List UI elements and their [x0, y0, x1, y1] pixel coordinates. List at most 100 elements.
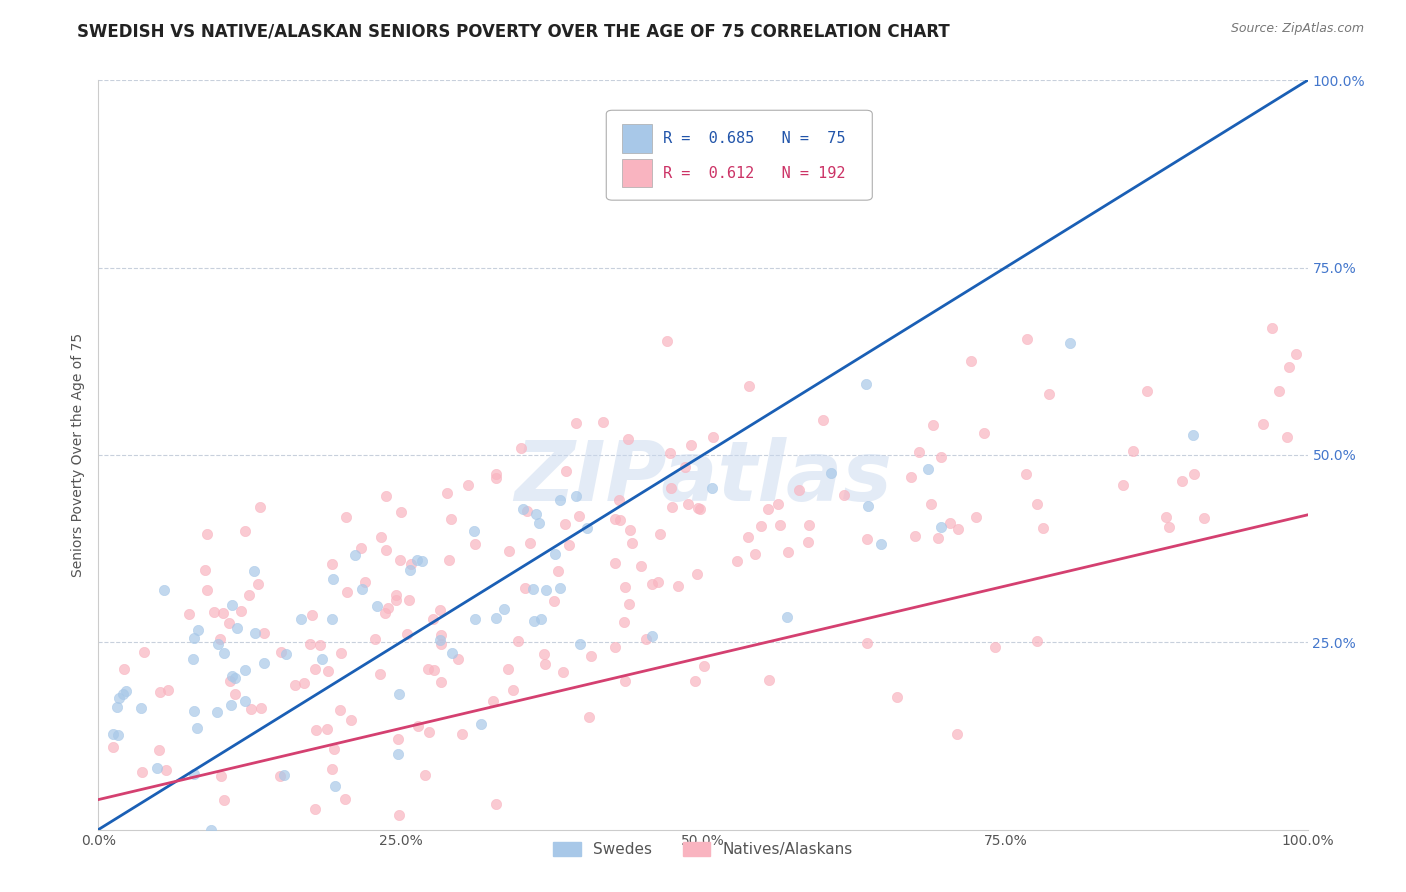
Point	[787, 483, 810, 497]
Point	[274, 647, 297, 661]
Point	[247, 577, 270, 591]
Point	[129, 701, 152, 715]
FancyBboxPatch shape	[606, 111, 872, 200]
Point	[430, 628, 453, 642]
Point	[284, 678, 307, 692]
Point	[224, 687, 246, 701]
Point	[973, 425, 995, 440]
Point	[311, 652, 333, 666]
Y-axis label: Seniors Poverty Over the Age of 75: Seniors Poverty Over the Age of 75	[70, 333, 84, 577]
Legend: Swedes, Natives/Alaskans: Swedes, Natives/Alaskans	[547, 836, 859, 863]
Point	[114, 684, 136, 698]
Point	[112, 662, 135, 676]
Point	[464, 537, 486, 551]
Point	[316, 722, 339, 736]
Point	[640, 576, 662, 591]
Point	[523, 614, 546, 628]
Point	[524, 507, 547, 521]
Point	[766, 497, 789, 511]
Text: Source: ZipAtlas.com: Source: ZipAtlas.com	[1230, 22, 1364, 36]
Point	[509, 442, 531, 456]
Point	[749, 519, 772, 533]
Point	[496, 662, 519, 676]
Point	[603, 640, 626, 654]
Point	[544, 547, 567, 561]
Point	[519, 535, 541, 549]
Point	[447, 651, 470, 665]
Point	[527, 516, 550, 530]
Point	[321, 762, 343, 776]
Point	[1112, 478, 1135, 492]
Point	[252, 625, 274, 640]
Point	[430, 637, 453, 651]
Point	[658, 446, 681, 460]
Point	[422, 612, 444, 626]
Point	[352, 582, 374, 596]
Point	[406, 718, 429, 732]
Point	[239, 702, 262, 716]
Point	[516, 503, 538, 517]
Point	[512, 502, 534, 516]
Point	[183, 704, 205, 718]
Point	[609, 512, 631, 526]
Point	[673, 460, 696, 475]
Point	[820, 467, 842, 481]
Point	[1059, 335, 1081, 350]
Point	[270, 645, 292, 659]
Point	[917, 462, 939, 476]
Point	[959, 353, 981, 368]
Point	[522, 582, 544, 596]
Point	[440, 512, 463, 526]
Point	[457, 477, 479, 491]
Point	[238, 588, 260, 602]
Point	[592, 415, 614, 429]
Point	[305, 723, 328, 737]
Point	[406, 553, 429, 567]
Point	[387, 731, 409, 746]
Point	[939, 516, 962, 530]
Point	[204, 605, 226, 619]
Text: SWEDISH VS NATIVE/ALASKAN SENIORS POVERTY OVER THE AGE OF 75 CORRELATION CHART: SWEDISH VS NATIVE/ALASKAN SENIORS POVERT…	[77, 22, 950, 40]
Point	[218, 616, 240, 631]
Point	[101, 739, 124, 754]
Point	[481, 694, 503, 708]
Point	[231, 604, 253, 618]
Point	[413, 768, 436, 782]
Point	[498, 544, 520, 558]
Point	[181, 652, 204, 666]
Point	[855, 377, 877, 392]
Point	[725, 554, 748, 568]
Point	[233, 694, 256, 708]
Point	[368, 667, 391, 681]
Point	[131, 765, 153, 780]
Point	[212, 607, 235, 621]
Point	[548, 581, 571, 595]
Point	[613, 581, 636, 595]
Point	[922, 417, 945, 432]
Point	[145, 761, 167, 775]
Point	[366, 599, 388, 614]
Point	[1025, 634, 1047, 648]
Point	[209, 632, 232, 646]
Point	[617, 432, 640, 446]
Point	[1275, 430, 1298, 444]
Point	[374, 489, 396, 503]
Point	[617, 597, 640, 611]
Point	[856, 636, 879, 650]
Point	[1251, 417, 1274, 432]
Point	[322, 572, 344, 586]
Text: R =  0.685   N =  75: R = 0.685 N = 75	[664, 131, 845, 146]
Point	[321, 612, 343, 626]
Point	[1136, 384, 1159, 398]
Point	[398, 592, 420, 607]
Point	[1182, 467, 1205, 481]
Point	[1025, 498, 1047, 512]
Point	[678, 497, 700, 511]
Point	[214, 646, 236, 660]
Point	[568, 508, 591, 523]
Point	[1267, 384, 1289, 399]
Point	[388, 807, 411, 822]
Point	[1156, 509, 1178, 524]
Point	[581, 649, 603, 664]
Point	[399, 563, 422, 577]
